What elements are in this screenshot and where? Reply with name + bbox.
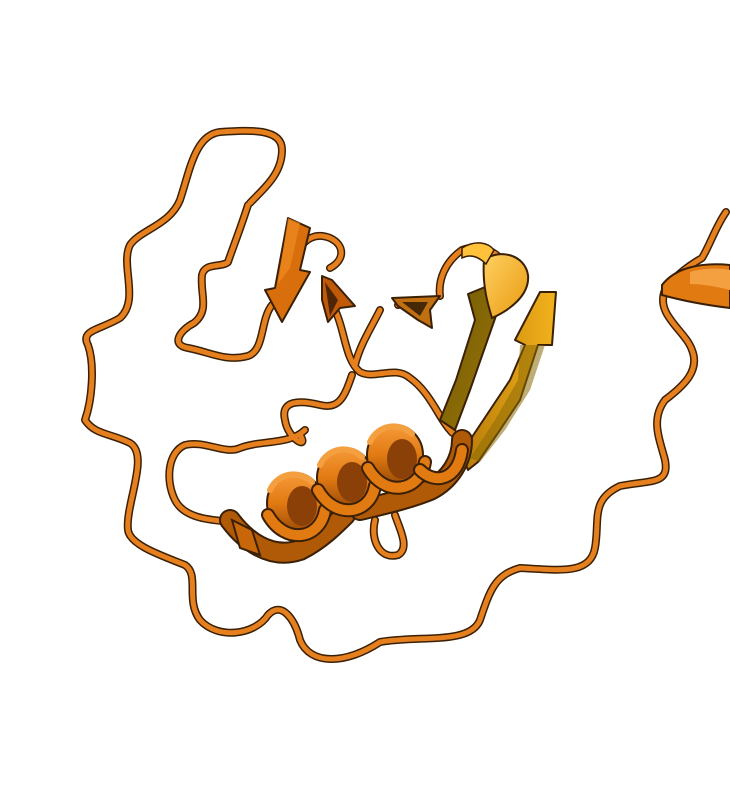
helix-turn-3 [366, 423, 424, 486]
coil-backbone [81, 126, 730, 663]
beta-strand-gold [461, 291, 557, 471]
coil-helix-tail-fill [371, 512, 407, 559]
coil-loop-main-fill [82, 128, 729, 662]
alpha-helix-main [219, 423, 473, 564]
beta-strand-small-2 [391, 295, 441, 329]
helix-turn-1 [266, 471, 324, 534]
beta-strand-orange [264, 217, 311, 323]
coil-loop-inner-fill [166, 233, 503, 525]
helix-turn-yellow [461, 242, 530, 320]
helix-turn-right-edge [661, 263, 730, 310]
beta-strand-small-1 [321, 275, 356, 323]
